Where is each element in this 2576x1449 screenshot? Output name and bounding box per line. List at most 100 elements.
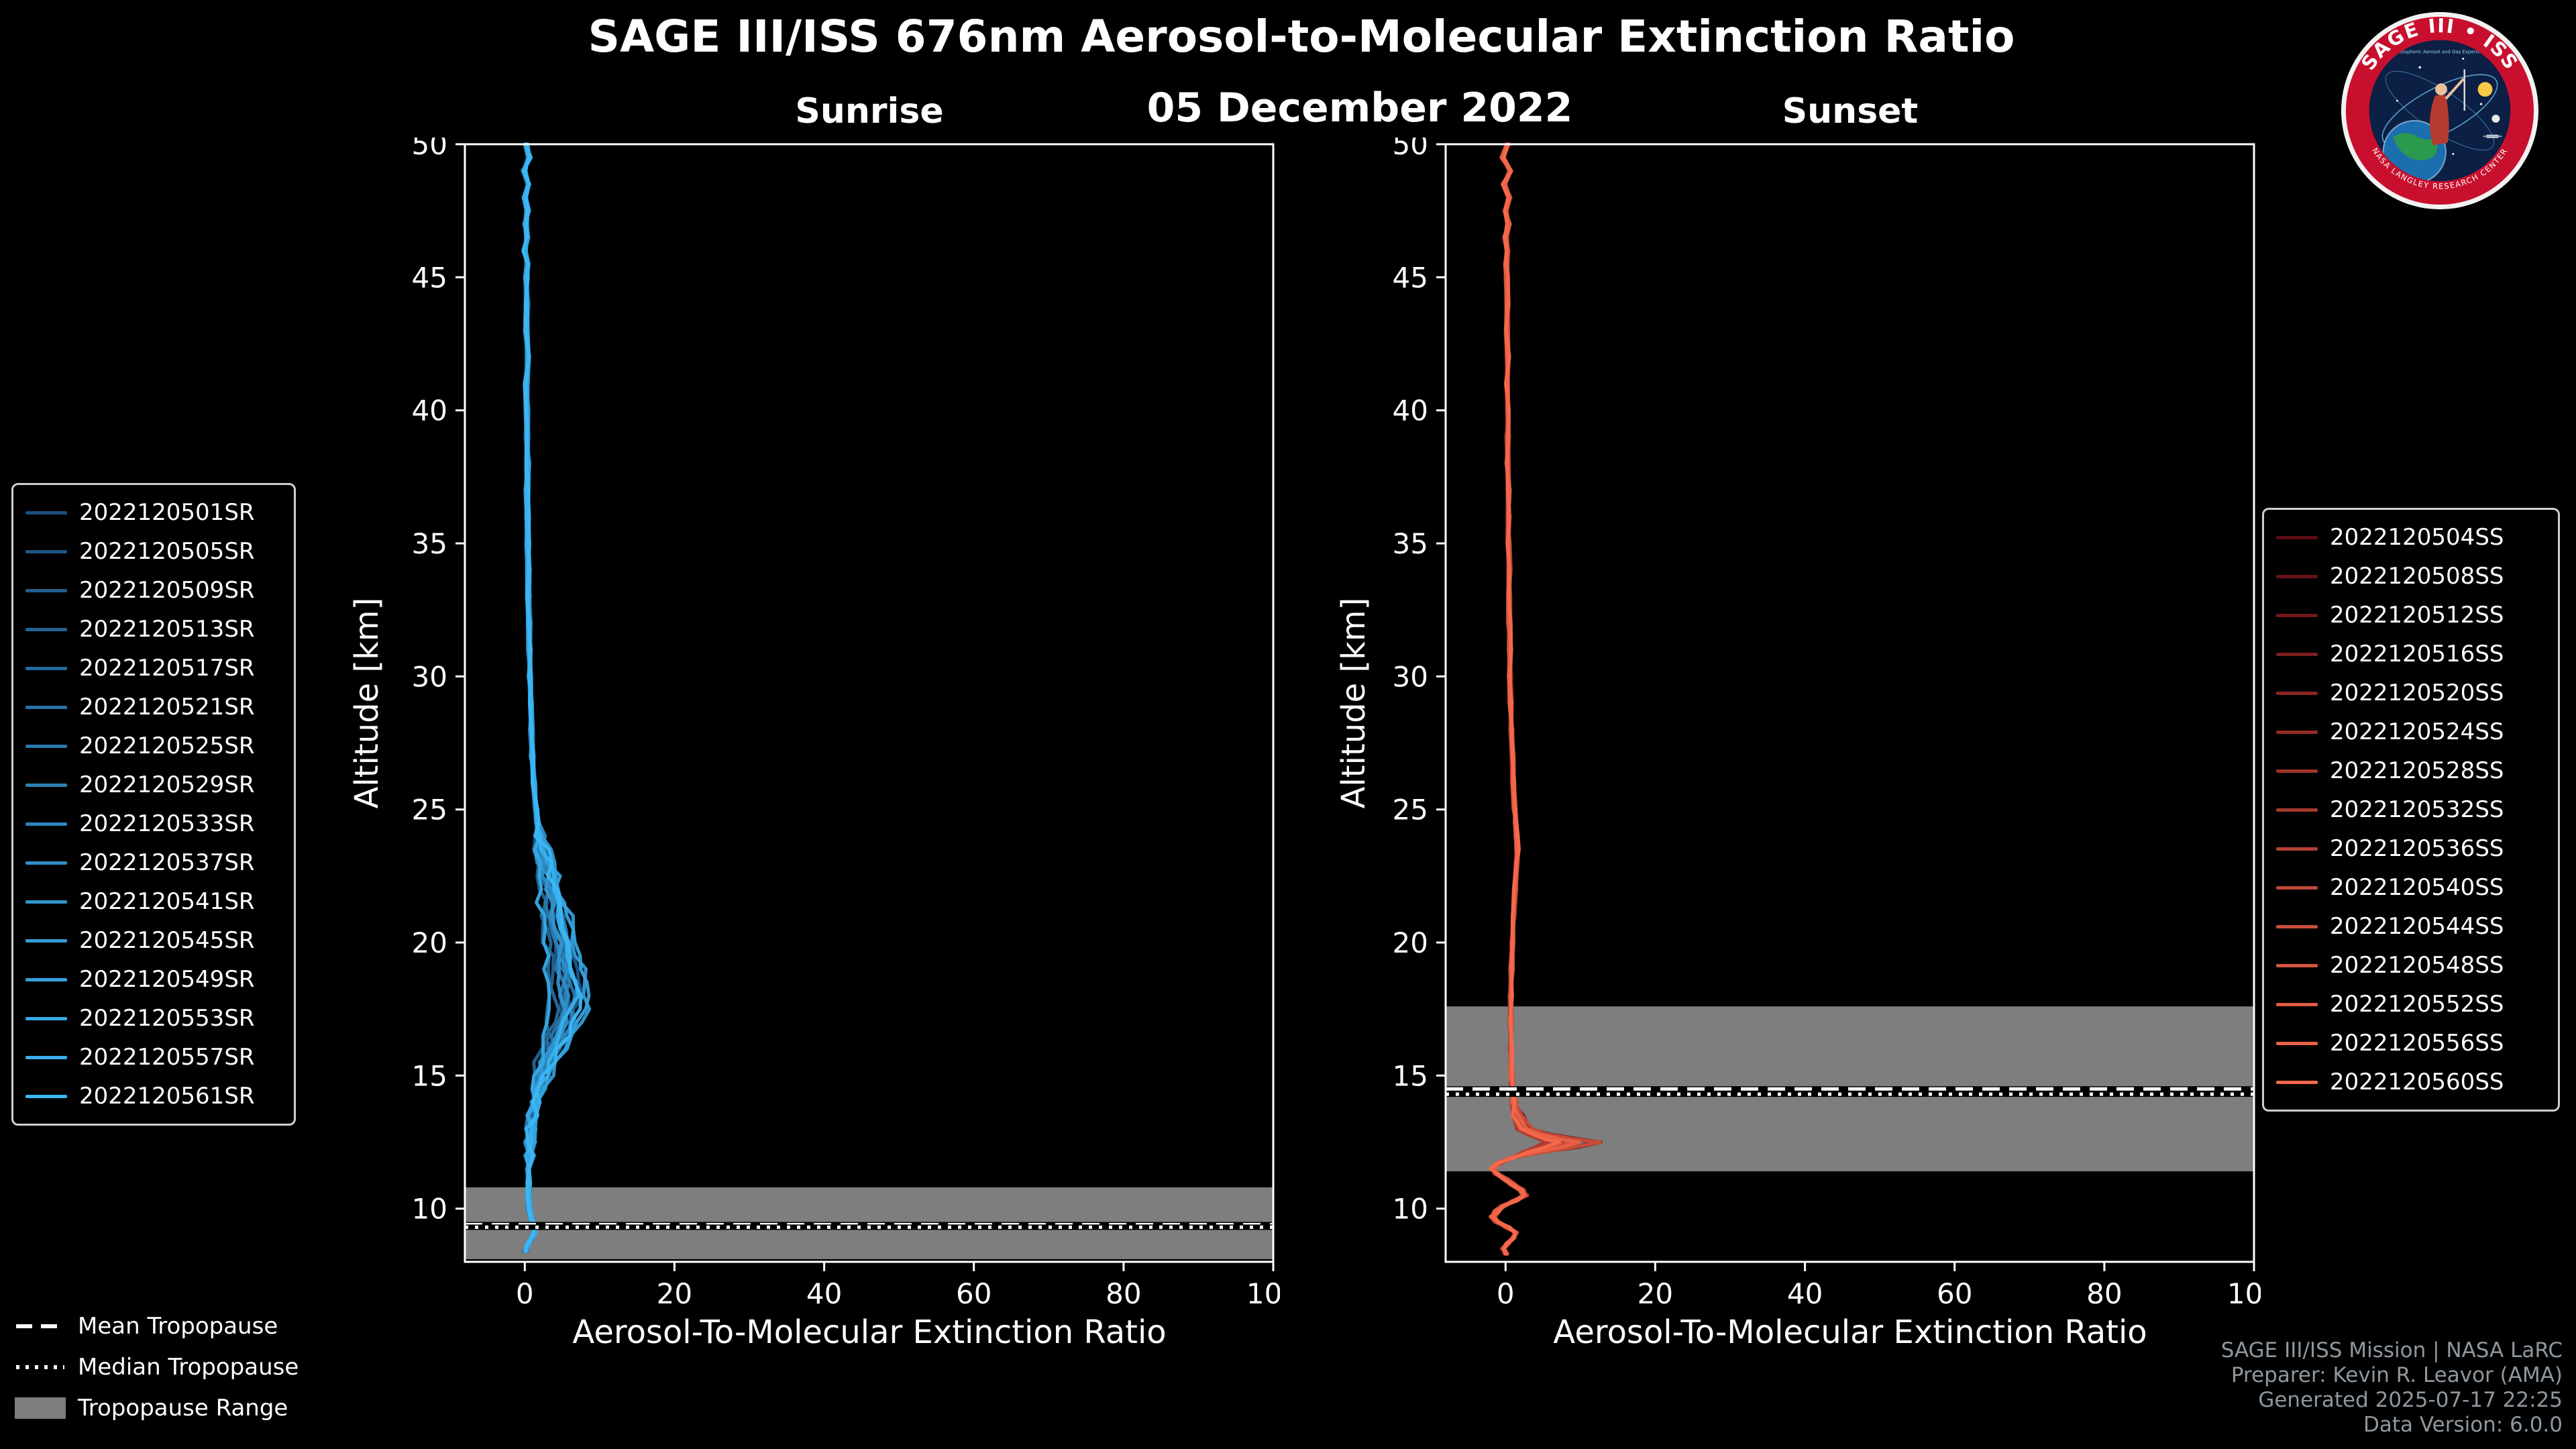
y-tick-label: 15	[1393, 1059, 1428, 1092]
legend-line-swatch	[2276, 924, 2318, 928]
y-tick-label: 20	[412, 926, 447, 959]
logo-iss-icon	[2483, 134, 2502, 138]
legend-item: 2022120545SR	[25, 921, 282, 960]
x-tick-label: 100	[2227, 1277, 2261, 1310]
legend-line-swatch	[25, 900, 67, 904]
legend-label: 2022120509SR	[79, 577, 255, 604]
credits-preparer: Preparer: Kevin R. Leavor (AMA)	[2231, 1363, 2563, 1387]
legend-line-swatch	[2276, 1002, 2318, 1006]
y-tick-label: 45	[1393, 261, 1428, 294]
logo-moon-icon	[2491, 114, 2500, 123]
legend-line-swatch	[25, 861, 67, 865]
y-tick-label: 30	[1393, 660, 1428, 693]
legend-label: 2022120557SR	[79, 1044, 255, 1071]
legend-label: 2022120517SR	[79, 655, 255, 682]
legend-item: 2022120557SR	[25, 1038, 282, 1077]
tropopause-legend: Mean Tropopause Median Tropopause Tropop…	[15, 1305, 299, 1428]
legend-item: 2022120529SR	[25, 765, 282, 804]
y-tick-label: 45	[412, 261, 447, 294]
x-tick-label: 80	[1106, 1277, 1141, 1310]
sunrise-plot: 0 20 40 60 80 100 10 15 20 25 30 35 40 45 50	[412, 138, 1280, 1310]
x-tick-label: 20	[1638, 1277, 1673, 1310]
logo-figure-icon	[2430, 69, 2465, 146]
legend-line-swatch	[25, 627, 67, 631]
legend-label: 2022120549SR	[79, 966, 255, 993]
legend-label: 2022120508SS	[2330, 563, 2504, 590]
legend-label: 2022120544SS	[2330, 913, 2504, 940]
legend-item: 2022120548SS	[2276, 946, 2546, 985]
legend-item: 2022120532SS	[2276, 790, 2546, 829]
legend-item: 2022120509SR	[25, 571, 282, 610]
legend-item: 2022120537SR	[25, 843, 282, 882]
sunset-panel-title: Sunset	[1782, 91, 1919, 131]
y-tick-label: 25	[1393, 794, 1428, 826]
y-tick-label: 20	[1393, 926, 1428, 959]
sunset-plot: 0 20 40 60 80 100 10 15 20 25 30 35 40 45 50	[1393, 138, 2261, 1310]
legend-label: 2022120528SS	[2330, 757, 2504, 784]
logo-earth-icon	[2382, 119, 2447, 182]
legend-item: 2022120528SS	[2276, 751, 2546, 790]
legend-label: 2022120552SS	[2330, 991, 2504, 1018]
legend-line-swatch	[25, 549, 67, 553]
legend-item: 2022120556SS	[2276, 1024, 2546, 1063]
y-tick-label: 50	[1393, 138, 1428, 161]
sunset-series-legend: 2022120504SS 2022120508SS 2022120512SS 2022…	[2262, 508, 2560, 1112]
y-tick-label: 35	[412, 527, 447, 560]
legend-line-swatch	[2276, 691, 2318, 695]
sunrise-panel-title: Sunrise	[795, 91, 944, 131]
logo-tagline: Stratospheric Aerosol and Gas Experiment	[2390, 50, 2489, 55]
sunrise-series-legend: 2022120501SR 2022120505SR 2022120509SR 2022…	[11, 483, 296, 1126]
dotted-line-icon	[16, 1364, 64, 1369]
legend-line-swatch	[2276, 963, 2318, 967]
sunrise-profile-line	[521, 142, 581, 1253]
legend-label: 2022120501SR	[79, 499, 255, 526]
legend-line-swatch	[2276, 885, 2318, 890]
legend-label: 2022120521SR	[79, 694, 255, 720]
legend-line-swatch	[25, 1016, 67, 1020]
legend-label: 2022120513SR	[79, 616, 255, 643]
dashed-line-icon	[16, 1324, 64, 1328]
legend-line-swatch	[25, 511, 67, 515]
legend-label: 2022120532SS	[2330, 796, 2504, 823]
legend-item: 2022120513SR	[25, 610, 282, 649]
legend-line-swatch	[25, 783, 67, 787]
legend-line-swatch	[25, 822, 67, 826]
legend-label: 2022120541SR	[79, 888, 255, 915]
figure-title: SAGE III/ISS 676nm Aerosol-to-Molecular …	[588, 11, 2015, 62]
x-tick-label: 60	[956, 1277, 991, 1310]
sunset-y-axis-label: Altitude [km]	[1335, 597, 1373, 809]
legend-label: 2022120553SR	[79, 1005, 255, 1032]
y-tick-label: 25	[412, 794, 447, 826]
x-tick-label: 60	[1937, 1277, 1972, 1310]
mean-tropopause-label: Mean Tropopause	[78, 1312, 278, 1340]
legend-label: 2022120504SS	[2330, 524, 2504, 551]
legend-item: 2022120501SR	[25, 493, 282, 532]
legend-line-swatch	[2276, 652, 2318, 656]
legend-item: 2022120549SR	[25, 960, 282, 999]
x-tick-label: 40	[1787, 1277, 1823, 1310]
legend-item: 2022120512SS	[2276, 596, 2546, 635]
legend-item: 2022120561SR	[25, 1077, 282, 1116]
x-tick-label: 0	[516, 1277, 534, 1310]
sunset-profile-line	[1489, 142, 1561, 1256]
credits-block: SAGE III/ISS Mission | NASA LaRC Prepare…	[2221, 1338, 2563, 1438]
legend-label: 2022120520SS	[2330, 680, 2504, 706]
legend-label: 2022120529SR	[79, 771, 255, 798]
legend-label: 2022120505SR	[79, 538, 255, 565]
credits-data-version: Data Version: 6.0.0	[2363, 1413, 2563, 1437]
legend-item: 2022120508SS	[2276, 557, 2546, 596]
legend-line-swatch	[25, 938, 67, 943]
legend-label: 2022120561SR	[79, 1083, 255, 1110]
y-tick-label: 40	[412, 394, 447, 427]
legend-line-swatch	[2276, 535, 2318, 539]
tropopause-range-legend-item: Tropopause Range	[15, 1387, 299, 1428]
y-tick-label: 10	[412, 1193, 447, 1226]
legend-label: 2022120537SR	[79, 849, 255, 876]
legend-line-swatch	[25, 744, 67, 748]
legend-line-swatch	[25, 977, 67, 981]
legend-item: 2022120540SS	[2276, 868, 2546, 907]
legend-label: 2022120512SS	[2330, 602, 2504, 629]
logo-orbit-icon	[2381, 74, 2498, 148]
y-tick-label: 10	[1393, 1193, 1428, 1226]
